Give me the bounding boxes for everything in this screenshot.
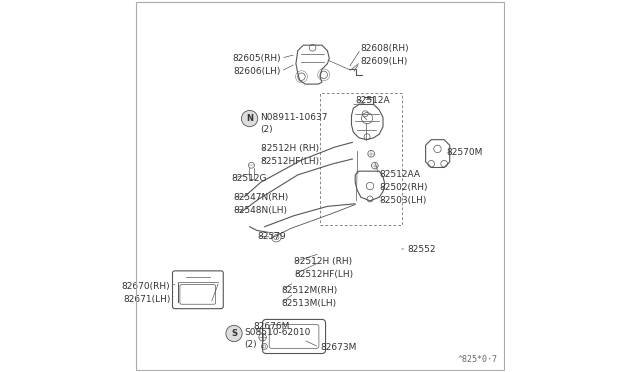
Text: 82579: 82579 [257, 231, 285, 241]
Text: 82503(LH): 82503(LH) [380, 196, 427, 205]
Text: 82512G: 82512G [231, 174, 266, 183]
Text: 82513M(LH): 82513M(LH) [281, 299, 336, 308]
Text: 82673M: 82673M [320, 343, 356, 352]
Text: 82502(RH): 82502(RH) [380, 183, 428, 192]
Text: 82608(RH): 82608(RH) [361, 44, 410, 53]
Text: 82512M(RH): 82512M(RH) [281, 286, 337, 295]
Text: S: S [231, 329, 237, 338]
Text: 82512H (RH): 82512H (RH) [294, 257, 352, 266]
Text: N: N [246, 114, 253, 123]
Circle shape [226, 326, 242, 341]
Text: 82605(RH): 82605(RH) [232, 54, 281, 62]
Text: 82512AA: 82512AA [380, 170, 420, 179]
Text: ^825*0·7: ^825*0·7 [458, 355, 498, 364]
Text: 82548N(LH): 82548N(LH) [233, 206, 287, 215]
Text: 82512HF(LH): 82512HF(LH) [294, 270, 353, 279]
Text: 82512H (RH): 82512H (RH) [260, 144, 319, 153]
Text: 82570M: 82570M [446, 148, 483, 157]
Text: 82670(RH): 82670(RH) [122, 282, 170, 291]
Text: 82547N(RH): 82547N(RH) [233, 193, 288, 202]
Text: 82676M: 82676M [253, 321, 290, 331]
Text: 82609(LH): 82609(LH) [361, 57, 408, 66]
Text: 82671(LH): 82671(LH) [123, 295, 170, 304]
Text: (2): (2) [244, 340, 257, 349]
Text: 82512HF(LH): 82512HF(LH) [260, 157, 320, 166]
Text: S08510-62010: S08510-62010 [244, 328, 311, 337]
Circle shape [241, 110, 258, 127]
Text: 82606(LH): 82606(LH) [234, 67, 281, 76]
Text: 82512A: 82512A [355, 96, 390, 105]
Text: N08911-10637: N08911-10637 [260, 113, 328, 122]
Text: (2): (2) [260, 125, 273, 134]
Text: 82552: 82552 [407, 244, 436, 253]
